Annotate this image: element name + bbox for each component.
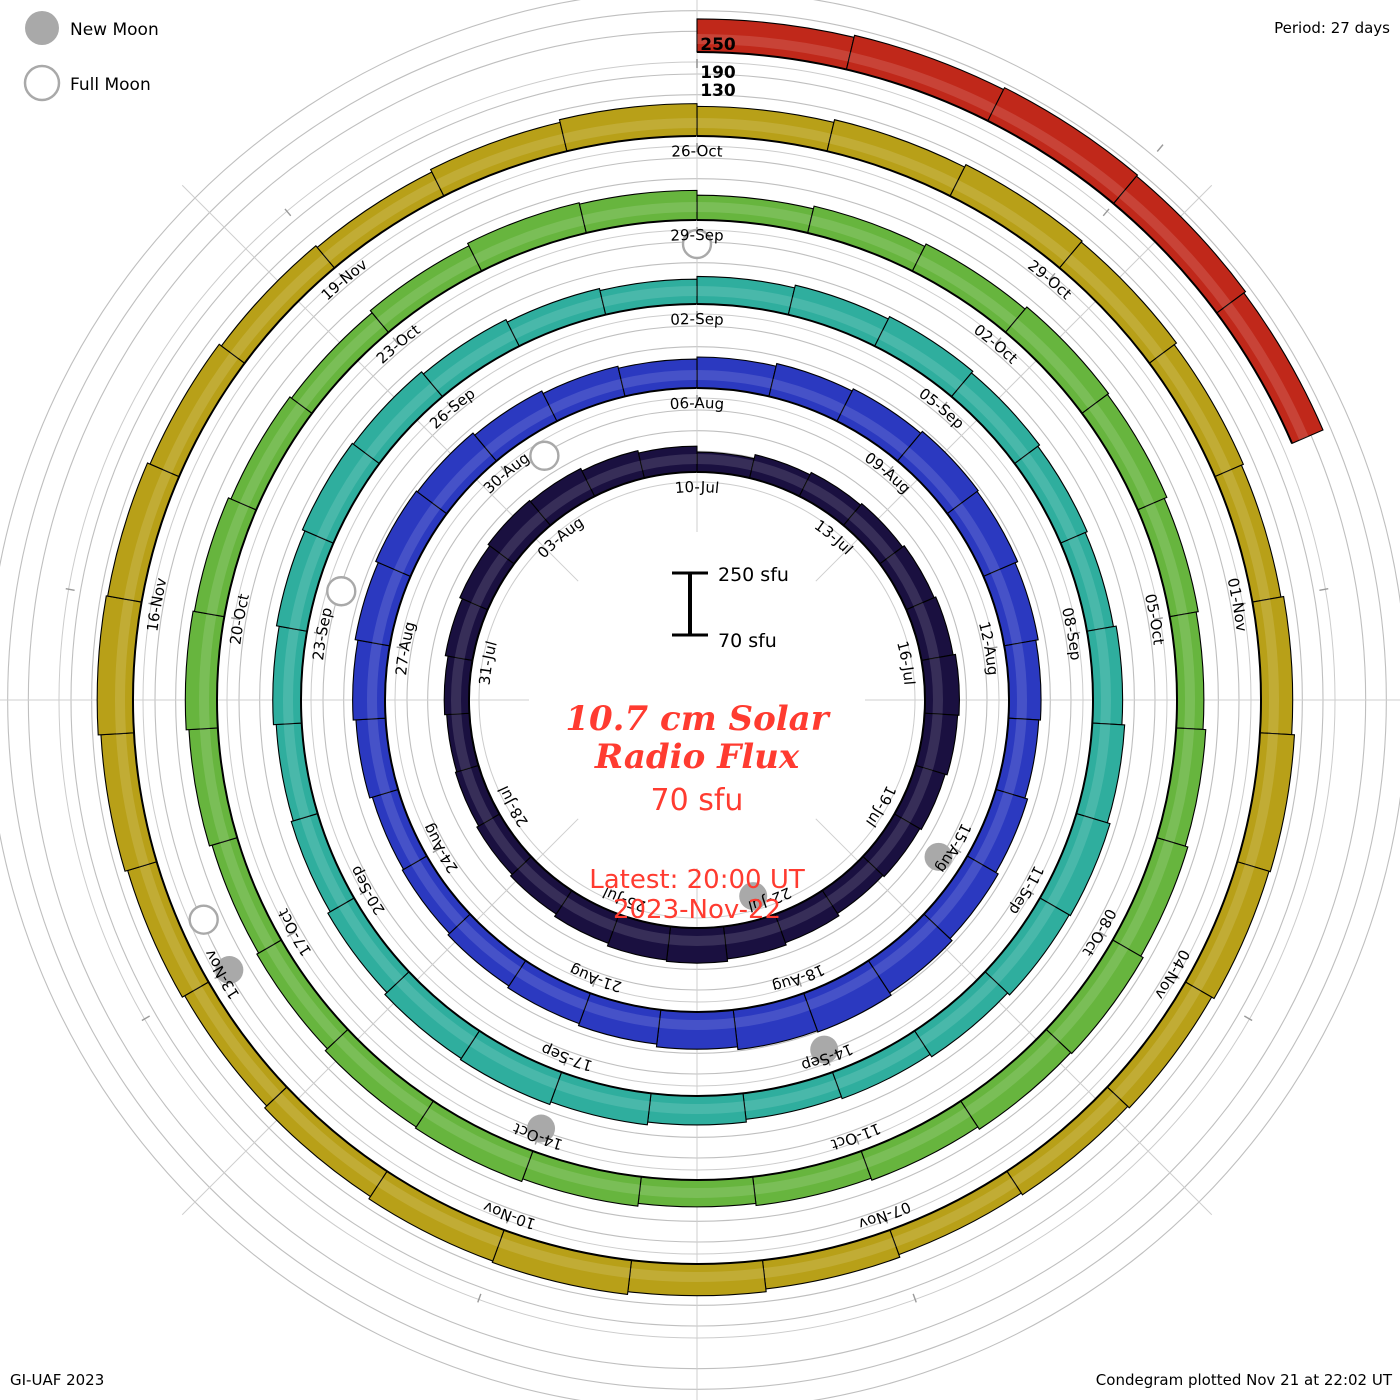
ring-tick-marks: [65, 59, 1329, 1303]
ring-date-label: 08-Sep: [1058, 606, 1085, 662]
ring-date-label: 31-Jul: [476, 639, 501, 686]
new-moon-marker: [215, 956, 244, 984]
full-moon-marker: [188, 904, 219, 935]
new-moon-marker: [810, 1035, 839, 1064]
ring-date-label: 06-Aug: [669, 394, 725, 413]
new-moon-marker: [739, 882, 768, 911]
full-moon-marker: [529, 440, 560, 471]
flux-ring-4: [96, 103, 1296, 1297]
new-moon-marker: [527, 1114, 556, 1143]
ring-date-label: 26-Oct: [671, 142, 723, 161]
ring-date-label: 20-Oct: [226, 592, 253, 646]
flux-ring-0: [443, 445, 960, 964]
ring-date-label: 23-Sep: [309, 606, 336, 662]
flux-ring-1: [352, 356, 1042, 1051]
ring-date-label: 10-Jul: [674, 478, 720, 497]
ring-date-label: 16-Jul: [893, 639, 918, 686]
full-moon-marker: [326, 576, 357, 607]
new-moon-marker: [924, 842, 953, 871]
flux-rings: [96, 18, 1324, 1297]
ring-date-label: 01-Nov: [1224, 576, 1251, 633]
flux-ring-2: [272, 275, 1126, 1126]
moon-phase-markers: [188, 228, 953, 1143]
ring-date-label: 12-Aug: [975, 620, 1002, 677]
ring-date-label: 29-Sep: [670, 226, 724, 245]
ring-date-label: 05-Oct: [1141, 592, 1168, 646]
ring-date-label: 02-Sep: [670, 310, 724, 329]
flux-ring-3: [184, 189, 1207, 1208]
full-moon-marker: [681, 228, 713, 260]
ring-date-label: 27-Aug: [392, 620, 419, 677]
flux-ring-5: [696, 18, 1324, 445]
ring-date-label: 16-Nov: [143, 576, 170, 633]
